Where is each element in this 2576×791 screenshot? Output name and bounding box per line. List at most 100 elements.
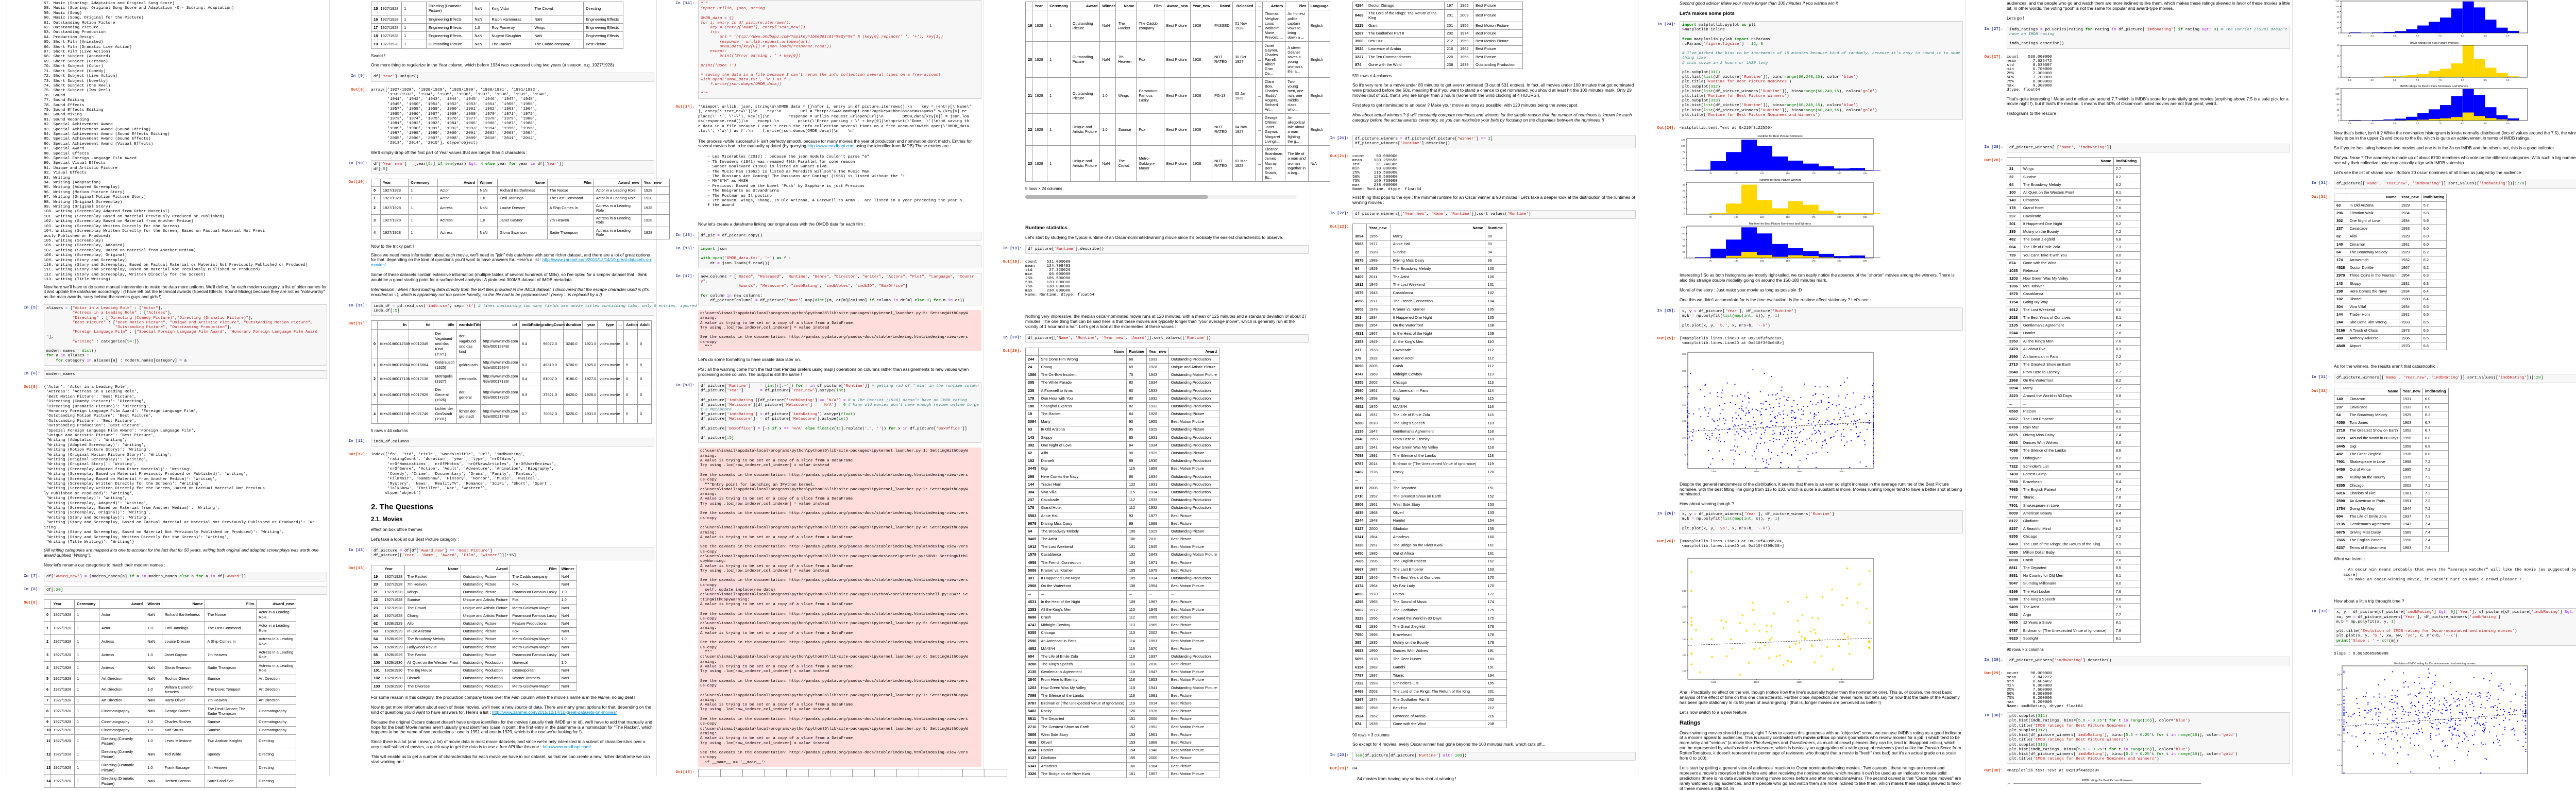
svg-text:25: 25 bbox=[1682, 251, 1685, 253]
svg-text:6.0: 6.0 bbox=[2370, 35, 2374, 37]
svg-text:6.0: 6.0 bbox=[2370, 122, 2374, 125]
svg-text:IMDB ratings for Best Picture: IMDB ratings for Best Picture Nominees a… bbox=[2400, 85, 2468, 88]
svg-text:175: 175 bbox=[1811, 216, 1816, 218]
svg-text:0: 0 bbox=[2338, 119, 2340, 122]
svg-text:40: 40 bbox=[2336, 21, 2340, 24]
svg-text:50: 50 bbox=[1682, 245, 1685, 247]
svg-text:100: 100 bbox=[1734, 260, 1738, 262]
svg-text:2000: 2000 bbox=[1839, 470, 1844, 473]
svg-text:200: 200 bbox=[1682, 369, 1686, 372]
svg-text:225: 225 bbox=[1863, 172, 1867, 175]
svg-text:8.0: 8.0 bbox=[2337, 703, 2341, 706]
svg-text:20: 20 bbox=[1682, 190, 1685, 192]
svg-text:7.0: 7.0 bbox=[2416, 122, 2419, 125]
svg-text:120: 120 bbox=[2335, 0, 2340, 3]
svg-text:9.0: 9.0 bbox=[2506, 35, 2510, 37]
svg-text:150: 150 bbox=[1786, 216, 1790, 218]
svg-text:100: 100 bbox=[1734, 216, 1738, 218]
svg-text:Runtime for Best Picture Nomin: Runtime for Best Picture Nominees and Wi… bbox=[1749, 223, 1811, 226]
svg-text:6.5: 6.5 bbox=[2393, 79, 2397, 81]
svg-text:0: 0 bbox=[1684, 257, 1685, 260]
svg-text:100: 100 bbox=[1734, 172, 1738, 175]
svg-text:60: 60 bbox=[2336, 104, 2340, 106]
svg-text:1960: 1960 bbox=[1754, 470, 1759, 473]
svg-text:7.5: 7.5 bbox=[2438, 79, 2442, 81]
svg-text:120: 120 bbox=[2007, 782, 2010, 784]
svg-text:30: 30 bbox=[2336, 44, 2340, 47]
svg-text:100: 100 bbox=[1681, 145, 1685, 147]
svg-text:0: 0 bbox=[2338, 76, 2340, 79]
svg-text:Runtime for Best Picture Nomin: Runtime for Best Picture Nominees bbox=[1757, 135, 1803, 139]
svg-text:225: 225 bbox=[1682, 353, 1686, 355]
svg-text:1940: 1940 bbox=[1711, 681, 1717, 683]
svg-text:125: 125 bbox=[1760, 172, 1764, 175]
svg-text:7.0: 7.0 bbox=[2416, 35, 2419, 37]
svg-text:225: 225 bbox=[1863, 260, 1867, 262]
svg-text:80: 80 bbox=[2336, 10, 2340, 13]
svg-text:40: 40 bbox=[2336, 109, 2340, 111]
svg-text:75: 75 bbox=[1709, 216, 1712, 218]
svg-text:150: 150 bbox=[1786, 172, 1790, 175]
svg-text:8.0: 8.0 bbox=[2461, 35, 2465, 37]
svg-text:100: 100 bbox=[2335, 93, 2340, 95]
svg-text:175: 175 bbox=[1811, 172, 1816, 175]
svg-text:100: 100 bbox=[1682, 436, 1686, 439]
svg-text:200: 200 bbox=[1837, 216, 1841, 218]
svg-text:125: 125 bbox=[1681, 226, 1685, 229]
svg-text:160: 160 bbox=[1682, 654, 1686, 656]
svg-text:60: 60 bbox=[2336, 16, 2340, 19]
svg-text:75: 75 bbox=[1709, 172, 1712, 175]
svg-text:9.0: 9.0 bbox=[2506, 79, 2510, 81]
svg-text:125: 125 bbox=[1681, 139, 1685, 141]
svg-text:8.5: 8.5 bbox=[2337, 689, 2341, 691]
svg-text:7.0: 7.0 bbox=[2337, 734, 2341, 736]
svg-text:6.0: 6.0 bbox=[2337, 764, 2341, 767]
svg-text:50: 50 bbox=[1682, 157, 1685, 160]
svg-text:150: 150 bbox=[1786, 260, 1790, 262]
svg-text:0: 0 bbox=[1684, 213, 1685, 216]
svg-text:175: 175 bbox=[1811, 260, 1816, 262]
svg-text:125: 125 bbox=[1760, 260, 1764, 262]
svg-text:6.5: 6.5 bbox=[2393, 35, 2397, 37]
svg-text:180: 180 bbox=[1682, 638, 1686, 641]
svg-text:120: 120 bbox=[2335, 88, 2340, 90]
svg-text:0: 0 bbox=[1684, 169, 1685, 172]
svg-text:8.0: 8.0 bbox=[2461, 79, 2465, 81]
svg-text:200: 200 bbox=[1837, 260, 1841, 262]
svg-text:10: 10 bbox=[1682, 201, 1685, 204]
svg-text:175: 175 bbox=[1682, 386, 1686, 388]
svg-text:200: 200 bbox=[1682, 621, 1686, 624]
svg-text:0: 0 bbox=[2338, 32, 2340, 35]
svg-text:125: 125 bbox=[1682, 420, 1686, 422]
svg-text:15: 15 bbox=[1682, 196, 1685, 198]
svg-text:8.5: 8.5 bbox=[2483, 79, 2487, 81]
svg-text:100: 100 bbox=[2335, 5, 2340, 8]
svg-text:25: 25 bbox=[1682, 184, 1685, 186]
svg-text:5.5: 5.5 bbox=[2348, 35, 2352, 37]
svg-text:8.0: 8.0 bbox=[2461, 122, 2465, 125]
svg-text:125: 125 bbox=[1760, 216, 1764, 218]
svg-text:7.5: 7.5 bbox=[2337, 719, 2341, 721]
svg-text:7.5: 7.5 bbox=[2438, 35, 2442, 37]
svg-text:20: 20 bbox=[2336, 26, 2340, 29]
svg-text:9.0: 9.0 bbox=[2337, 674, 2341, 676]
svg-text:10: 10 bbox=[2336, 65, 2340, 68]
svg-text:1940: 1940 bbox=[1711, 470, 1717, 473]
svg-text:Evolution of IMDB rating for O: Evolution of IMDB rating for Oscar-nomin… bbox=[2394, 662, 2476, 665]
svg-text:20: 20 bbox=[2336, 114, 2340, 116]
svg-text:240: 240 bbox=[1682, 590, 1686, 592]
svg-text:220: 220 bbox=[1682, 605, 1686, 608]
svg-text:2000: 2000 bbox=[1839, 681, 1844, 683]
svg-text:6.5: 6.5 bbox=[2337, 749, 2341, 752]
svg-text:5.5: 5.5 bbox=[2348, 122, 2352, 125]
svg-text:7.5: 7.5 bbox=[2438, 122, 2442, 125]
svg-text:25: 25 bbox=[1682, 163, 1685, 166]
svg-text:1960: 1960 bbox=[1754, 681, 1759, 683]
svg-text:20: 20 bbox=[2336, 55, 2340, 57]
svg-text:9.0: 9.0 bbox=[2506, 122, 2510, 125]
svg-text:200: 200 bbox=[1837, 172, 1841, 175]
svg-text:IMDB ratings for Best Picture: IMDB ratings for Best Picture Nominees bbox=[2082, 779, 2133, 782]
svg-text:75: 75 bbox=[1709, 260, 1712, 262]
svg-text:75: 75 bbox=[1682, 238, 1685, 241]
svg-text:IMDB ratings for Best Picture: IMDB ratings for Best Picture Winners bbox=[2410, 42, 2459, 45]
